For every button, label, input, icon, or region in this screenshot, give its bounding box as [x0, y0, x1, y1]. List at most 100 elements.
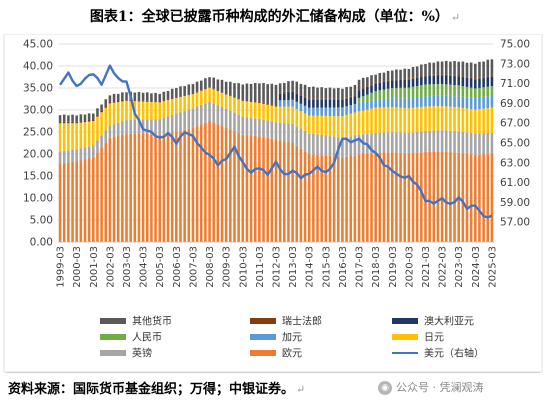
bar-segment — [332, 107, 336, 117]
bar-segment — [154, 134, 157, 242]
bar-segment — [316, 98, 319, 100]
bar-segment — [175, 88, 178, 97]
bar-segment — [345, 98, 348, 107]
y-tick-label: 25.00 — [23, 127, 53, 139]
bar-segment — [395, 80, 398, 88]
bar-segment — [307, 87, 311, 99]
y-tick-label: 35.00 — [23, 83, 53, 95]
bar-segment — [175, 113, 178, 132]
bar-segment — [208, 87, 211, 102]
y-tick-label: 5.00 — [30, 215, 53, 227]
bar-segment — [154, 102, 157, 120]
bar-segment — [378, 99, 382, 108]
bar-segment — [361, 87, 365, 89]
bar-segment — [449, 84, 452, 96]
bar-segment — [428, 62, 431, 76]
bar-segment — [241, 84, 245, 101]
bar-segment — [474, 88, 477, 99]
bar-segment — [112, 93, 116, 102]
bar-segment — [407, 98, 411, 109]
bar-segment — [116, 135, 120, 242]
bar-segment — [112, 101, 116, 103]
watermark-text: 公众号 · 凭澜观涛 — [396, 381, 484, 394]
bar-segment — [428, 84, 431, 97]
bar-segment — [399, 87, 402, 99]
bar-segment — [162, 134, 166, 242]
bar-segment — [158, 101, 162, 103]
bar-segment — [415, 131, 419, 153]
bar-segment — [461, 96, 465, 108]
x-tick-label: 2017-03 — [355, 246, 366, 288]
bar-segment — [366, 87, 369, 95]
bar-segment — [270, 105, 274, 122]
wechat-icon: ◉ — [378, 381, 392, 395]
bar-segment — [453, 60, 456, 76]
bar-segment — [424, 63, 427, 76]
bar-segment — [336, 156, 340, 242]
bar-segment — [274, 84, 278, 106]
y2-tick-label: 63.00 — [500, 157, 530, 169]
bar-segment — [411, 86, 415, 99]
bar-segment — [87, 119, 91, 122]
bar-segment — [461, 61, 465, 77]
bar-segment — [220, 79, 224, 93]
bar-segment — [191, 128, 195, 242]
y-axis-right-ticks: 57.00 59.00 61.00 63.00 65.00 67.00 69.00 71.00… — [500, 39, 530, 229]
bar-segment — [191, 93, 195, 95]
bar-segment — [411, 67, 415, 78]
bar-segment — [490, 95, 494, 108]
bar-segment — [87, 113, 91, 120]
bar-segment — [303, 84, 307, 97]
bar-segment — [469, 62, 473, 78]
bar-segment — [303, 151, 307, 242]
bar-segment — [204, 78, 207, 89]
bar-segment — [204, 88, 207, 90]
bar-segment — [179, 86, 182, 97]
bar-segment — [233, 112, 236, 132]
bar-segment — [258, 83, 261, 102]
bar-segment — [374, 74, 377, 83]
bar-segment — [87, 146, 91, 159]
bar-segment — [411, 153, 415, 242]
bar-segment — [71, 123, 74, 150]
bar-segment — [453, 75, 456, 77]
bar-segment — [374, 83, 377, 92]
legend-label: 澳大利亚元 — [424, 315, 474, 328]
legend-swatch — [100, 318, 126, 324]
bar-segment — [428, 75, 431, 85]
bar-segment — [336, 99, 340, 108]
bar-segment — [312, 86, 315, 99]
bar-segment — [224, 94, 228, 109]
x-tick-label: 2016-03 — [338, 246, 349, 288]
bar-segment — [424, 106, 427, 131]
legend-label: 英镑 — [132, 347, 152, 360]
bar-segment — [62, 121, 66, 124]
bar-segment — [100, 147, 103, 242]
bar-segment — [449, 130, 452, 153]
bar-segment — [187, 94, 191, 96]
bar-segment — [428, 130, 431, 152]
bar-segment — [96, 140, 99, 153]
bar-segment — [58, 121, 62, 124]
bar-segment — [183, 110, 186, 130]
y2-tick-label: 59.00 — [500, 197, 530, 209]
bar-segment — [399, 69, 402, 80]
bar-segment — [71, 121, 74, 124]
bar-segment — [166, 133, 170, 242]
bar-segment — [237, 98, 240, 100]
bar-segment — [353, 135, 357, 156]
bar-segment — [307, 99, 311, 108]
bar-segment — [245, 100, 249, 102]
bar-segment — [108, 137, 112, 242]
bar-segment — [349, 86, 353, 97]
bar-segment — [104, 99, 108, 107]
bar-segment — [75, 123, 78, 150]
bar-segment — [278, 106, 282, 123]
bar-segment — [345, 114, 348, 137]
bar-segment — [100, 112, 103, 136]
bar-segment — [212, 103, 216, 123]
bar-segment — [253, 135, 257, 242]
bar-segment — [395, 132, 398, 153]
bar-segment — [83, 147, 87, 160]
bar-segment — [424, 75, 427, 77]
